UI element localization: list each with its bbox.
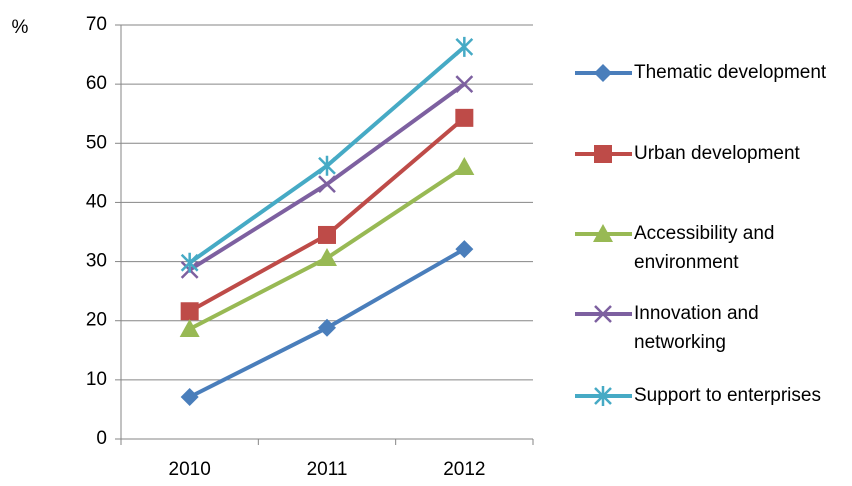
- legend-label: Support to enterprises: [634, 385, 821, 406]
- x-tick-label: 2010: [169, 459, 211, 480]
- marker: [455, 36, 474, 57]
- marker: [593, 224, 613, 242]
- legend-label: Accessibility and environment: [634, 223, 775, 273]
- marker: [318, 175, 336, 193]
- legend-label: Innovation and networking: [634, 303, 759, 353]
- y-tick-label: 20: [86, 310, 107, 331]
- y-tick-label: 40: [86, 191, 107, 212]
- legend-label: Urban development: [634, 143, 800, 164]
- marker: [455, 108, 474, 127]
- marker: [180, 388, 199, 407]
- marker: [180, 252, 199, 273]
- marker: [594, 64, 612, 82]
- y-tick-label: 60: [86, 73, 107, 94]
- marker: [455, 75, 474, 94]
- marker: [318, 225, 336, 244]
- marker: [180, 302, 199, 321]
- marker: [317, 248, 337, 267]
- marker: [594, 305, 612, 323]
- y-tick-label: 50: [86, 132, 107, 153]
- y-axis-label: %: [12, 17, 29, 38]
- marker: [318, 155, 336, 176]
- series-line: [188, 165, 466, 331]
- marker: [594, 386, 612, 406]
- marker: [455, 240, 474, 259]
- x-tick-label: 2012: [443, 459, 485, 480]
- y-tick-label: 0: [96, 428, 107, 449]
- y-tick-label: 70: [86, 14, 107, 35]
- series-line: [188, 116, 466, 313]
- y-tick-label: 10: [86, 369, 107, 390]
- x-tick-label: 2011: [307, 459, 348, 480]
- marker: [179, 318, 200, 337]
- y-tick-label: 30: [86, 251, 107, 272]
- marker: [318, 318, 336, 337]
- marker: [454, 156, 475, 175]
- legend-label: Thematic development: [634, 62, 827, 83]
- marker: [594, 145, 612, 163]
